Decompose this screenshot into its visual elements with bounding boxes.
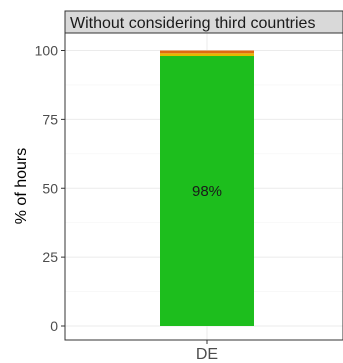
- facet-title: Without considering third countries: [70, 15, 315, 32]
- x-axis-ticks: DE: [196, 340, 218, 363]
- y-tick-label: 50: [42, 180, 58, 196]
- data-label: 98%: [192, 183, 222, 200]
- bar-segment-1: [160, 56, 254, 326]
- y-axis-ticks: 0 25 50 75 100: [35, 43, 65, 334]
- bar-segment-2: [160, 53, 254, 57]
- y-tick-label: 25: [42, 249, 58, 265]
- y-tick-label: 75: [42, 111, 58, 127]
- bar-segment-3: [160, 50, 254, 54]
- x-tick-label: DE: [196, 346, 218, 363]
- y-axis-title: % of hours: [13, 148, 30, 224]
- y-tick-label: 100: [35, 43, 59, 59]
- bars: 98%: [160, 50, 254, 326]
- y-tick-label: 0: [50, 318, 58, 334]
- plot-panel-border: [64, 32, 343, 341]
